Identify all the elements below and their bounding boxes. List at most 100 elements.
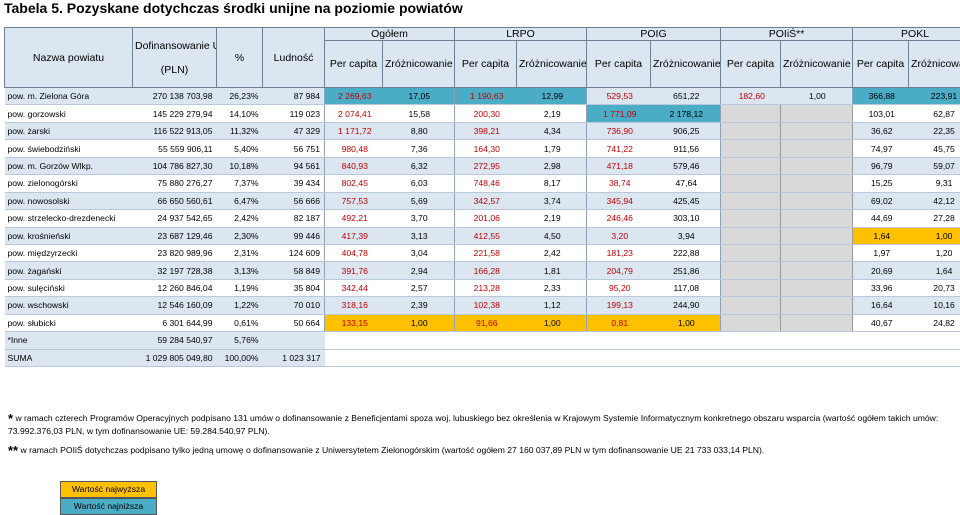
cell-pokl-pc: 20,69 xyxy=(853,262,909,279)
cell-lr-pc: 221,58 xyxy=(455,244,517,261)
cell-pct: 7,37% xyxy=(217,175,263,192)
header-lrpo: LRPO xyxy=(455,28,587,41)
cell-pois-pc xyxy=(721,297,781,314)
cell-pokl-pc: 69,02 xyxy=(853,192,909,209)
cell-pokl-z: 1,20 xyxy=(909,244,960,261)
cell-og-pc: 980,48 xyxy=(325,140,383,157)
cell-og-z: 1,00 xyxy=(383,314,455,331)
cell-pct: 2,42% xyxy=(217,210,263,227)
cell-lr-z: 1,00 xyxy=(517,314,587,331)
cell-lud: 35 804 xyxy=(263,279,325,296)
cell-og-z: 2,39 xyxy=(383,297,455,314)
cell-lr-z: 4,50 xyxy=(517,227,587,244)
cell-lr-pc: 748,46 xyxy=(455,175,517,192)
cell-pct: 5,40% xyxy=(217,140,263,157)
cell-lr-z: 2,98 xyxy=(517,157,587,174)
header-per-capita: Per capita xyxy=(325,41,383,88)
cell-poig-z: 303,10 xyxy=(651,210,721,227)
cell-pokl-z: 223,91 xyxy=(909,88,960,105)
cell-dof: 55 559 906,11 xyxy=(133,140,217,157)
cell-dof: 23 687 129,46 xyxy=(133,227,217,244)
cell-pois-z xyxy=(781,157,853,174)
cell-lud: 39 434 xyxy=(263,175,325,192)
cell-pokl-z xyxy=(909,332,960,349)
legend-min: Wartość najniższa xyxy=(60,498,157,515)
cell-poig-z: 251,86 xyxy=(651,262,721,279)
header-per-capita: Per capita xyxy=(587,41,651,88)
cell-name: pow. sulęciński xyxy=(5,279,133,296)
cell-lr-pc: 213,28 xyxy=(455,279,517,296)
cell-name: pow. międzyrzecki xyxy=(5,244,133,261)
cell-og-pc xyxy=(325,332,383,349)
cell-name: pow. nowosolski xyxy=(5,192,133,209)
cell-lr-pc: 164,30 xyxy=(455,140,517,157)
cell-pokl-pc: 16,64 xyxy=(853,297,909,314)
cell-pois-z xyxy=(781,175,853,192)
cell-poig-pc: 741,22 xyxy=(587,140,651,157)
cell-pokl-pc: 33,96 xyxy=(853,279,909,296)
cell-pois-z xyxy=(781,105,853,122)
cell-pokl-z: 10,16 xyxy=(909,297,960,314)
cell-name: pow. żagański xyxy=(5,262,133,279)
eu-funds-table: Nazwa powiatu Dofinansowanie UE(PLN) % L… xyxy=(4,27,960,367)
cell-lr-z: 2,19 xyxy=(517,210,587,227)
cell-name: pow. strzelecko-drezdenecki xyxy=(5,210,133,227)
cell-og-z: 6,03 xyxy=(383,175,455,192)
cell-lr-z xyxy=(517,349,587,366)
cell-name: pow. krośnieński xyxy=(5,227,133,244)
cell-pokl-z: 22,35 xyxy=(909,122,960,139)
cell-lr-pc: 1 190,63 xyxy=(455,88,517,105)
cell-pois-pc xyxy=(721,175,781,192)
header-per-capita: Per capita xyxy=(455,41,517,88)
cell-pokl-pc: 74,97 xyxy=(853,140,909,157)
cell-poig-z: 117,08 xyxy=(651,279,721,296)
cell-pct: 3,13% xyxy=(217,262,263,279)
cell-poig-z: 906,25 xyxy=(651,122,721,139)
cell-pct: 2,30% xyxy=(217,227,263,244)
cell-lud: 56 666 xyxy=(263,192,325,209)
cell-pois-z xyxy=(781,227,853,244)
cell-lud: 1 023 317 xyxy=(263,349,325,366)
header-ogolem: Ogółem xyxy=(325,28,455,41)
cell-lr-pc: 272,95 xyxy=(455,157,517,174)
cell-lud: 82 187 xyxy=(263,210,325,227)
cell-poig-pc: 95,20 xyxy=(587,279,651,296)
cell-dof: 59 284 540,97 xyxy=(133,332,217,349)
cell-lud: 50 664 xyxy=(263,314,325,331)
cell-pct: 0,61% xyxy=(217,314,263,331)
cell-og-pc: 2 074,41 xyxy=(325,105,383,122)
cell-pokl-pc: 366,88 xyxy=(853,88,909,105)
cell-pois-z xyxy=(781,349,853,366)
cell-poig-pc: 345,94 xyxy=(587,192,651,209)
legend-max: Wartość najwyższa xyxy=(60,481,157,498)
cell-lud: 56 751 xyxy=(263,140,325,157)
cell-lr-z: 3,74 xyxy=(517,192,587,209)
cell-pokl-z: 24,82 xyxy=(909,314,960,331)
cell-og-pc: 417,39 xyxy=(325,227,383,244)
cell-pois-pc xyxy=(721,332,781,349)
cell-pct: 1,22% xyxy=(217,297,263,314)
cell-pois-pc xyxy=(721,122,781,139)
cell-poig-z: 911,56 xyxy=(651,140,721,157)
cell-pois-pc xyxy=(721,244,781,261)
cell-pct: 11,32% xyxy=(217,122,263,139)
cell-poig-pc: 1 771,09 xyxy=(587,105,651,122)
cell-pois-pc xyxy=(721,105,781,122)
cell-dof: 75 880 276,27 xyxy=(133,175,217,192)
cell-pokl-pc xyxy=(853,349,909,366)
cell-name: *Inne xyxy=(5,332,133,349)
cell-name: pow. wschowski xyxy=(5,297,133,314)
cell-lud xyxy=(263,332,325,349)
cell-dof: 1 029 805 049,80 xyxy=(133,349,217,366)
cell-pokl-pc: 44,69 xyxy=(853,210,909,227)
cell-og-z: 5,69 xyxy=(383,192,455,209)
cell-poig-pc xyxy=(587,332,651,349)
cell-og-z xyxy=(383,332,455,349)
